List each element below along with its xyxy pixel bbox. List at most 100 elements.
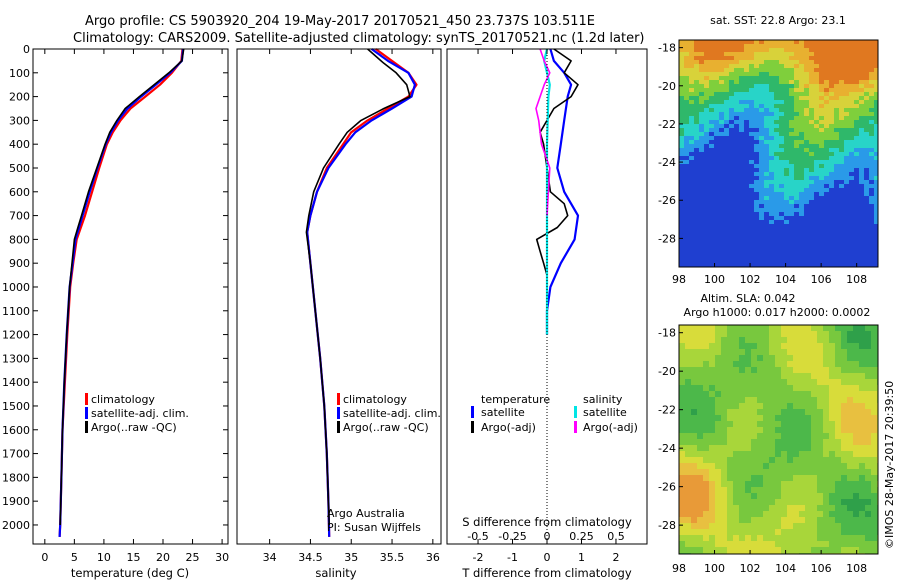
sla-cell — [685, 331, 692, 338]
sst-cell — [719, 152, 725, 157]
sst-cell — [814, 68, 820, 73]
sst-cell — [794, 244, 800, 249]
sla-cell — [721, 349, 728, 356]
sst-cell — [709, 92, 715, 97]
sla-cell — [691, 409, 698, 416]
sla-cell — [733, 547, 740, 554]
sst-cell — [784, 60, 790, 65]
sst-cell — [694, 208, 700, 213]
sla-cell — [697, 385, 704, 392]
sst-cell — [859, 52, 865, 57]
sst-cell — [824, 108, 830, 113]
sla-cell — [805, 493, 812, 500]
sst-cell — [739, 92, 745, 97]
sst-cell — [834, 160, 840, 165]
sst-cell — [844, 220, 850, 225]
sst-cell — [839, 196, 845, 201]
sst-cell — [689, 116, 695, 121]
sla-cell — [835, 409, 842, 416]
sst-cell — [744, 52, 750, 57]
sst-cell — [729, 164, 735, 169]
sst-cell — [704, 248, 710, 253]
sst-cell — [839, 112, 845, 117]
sst-cell — [719, 112, 725, 117]
sla-cell — [721, 331, 728, 338]
sla-cell — [757, 469, 764, 476]
sla-cell — [739, 445, 746, 452]
sst-cell — [709, 152, 715, 157]
sst-cell — [854, 184, 860, 189]
sla-cell — [715, 493, 722, 500]
sst-cell — [839, 240, 845, 245]
sla-cell — [697, 505, 704, 512]
sla-cell — [763, 481, 770, 488]
sst-cell — [789, 248, 795, 253]
sla-cell — [691, 427, 698, 434]
sla-cell — [853, 493, 860, 500]
sst-cell — [739, 172, 745, 177]
sst-cell — [794, 220, 800, 225]
sst-cell — [689, 48, 695, 53]
sst-cell — [844, 208, 850, 213]
sst-cell — [739, 184, 745, 189]
sst-cell — [744, 120, 750, 125]
sst-cell — [704, 100, 710, 105]
sst-cell — [724, 204, 730, 209]
sst-cell — [829, 88, 835, 93]
sla-cell — [691, 337, 698, 344]
sst-cell — [859, 76, 865, 81]
sla-cell — [805, 367, 812, 374]
sst-cell — [839, 220, 845, 225]
sst-cell — [849, 216, 855, 221]
sla-cell — [745, 469, 752, 476]
sst-cell — [839, 200, 845, 205]
sst-cell — [679, 108, 685, 113]
sla-cell — [715, 457, 722, 464]
sst-cell — [714, 104, 720, 109]
sst-cell — [694, 188, 700, 193]
sla-cell — [871, 493, 878, 500]
sst-cell — [714, 52, 720, 57]
sla-cell — [715, 391, 722, 398]
sst-cell — [724, 116, 730, 121]
sst-cell — [754, 168, 760, 173]
sst-cell — [844, 52, 850, 57]
sst-cell — [724, 96, 730, 101]
sst-cell — [854, 228, 860, 233]
sla-cell — [823, 355, 830, 362]
sst-cell — [774, 140, 780, 145]
sla-cell — [793, 493, 800, 500]
sst-cell — [744, 72, 750, 77]
sst-cell — [784, 172, 790, 177]
sst-cell — [684, 164, 690, 169]
sst-cell — [774, 44, 780, 49]
sst-cell — [689, 236, 695, 241]
sla-cell — [775, 427, 782, 434]
x-tick-label: 0 — [41, 551, 48, 564]
sla-cell — [679, 367, 686, 374]
sla-cell — [871, 511, 878, 518]
sst-cell — [819, 212, 825, 217]
sst-cell — [844, 260, 850, 265]
sst-cell — [804, 80, 810, 85]
x-tick-label: -1 — [507, 551, 518, 564]
sla-cell — [769, 445, 776, 452]
sla-cell — [739, 409, 746, 416]
sst-cell — [734, 140, 740, 145]
sst-cell — [769, 128, 775, 133]
sst-cell — [684, 232, 690, 237]
sla-cell — [769, 511, 776, 518]
sst-cell — [734, 188, 740, 193]
sst-cell — [789, 152, 795, 157]
sla-cell — [781, 421, 788, 428]
sst-cell — [804, 88, 810, 93]
sst-cell — [724, 236, 730, 241]
sla-cell — [691, 367, 698, 374]
sla-cell — [823, 331, 830, 338]
sst-cell — [729, 52, 735, 57]
sst-cell — [804, 232, 810, 237]
sst-cell — [869, 104, 875, 109]
sst-cell — [759, 88, 765, 93]
sla-cell — [775, 523, 782, 530]
